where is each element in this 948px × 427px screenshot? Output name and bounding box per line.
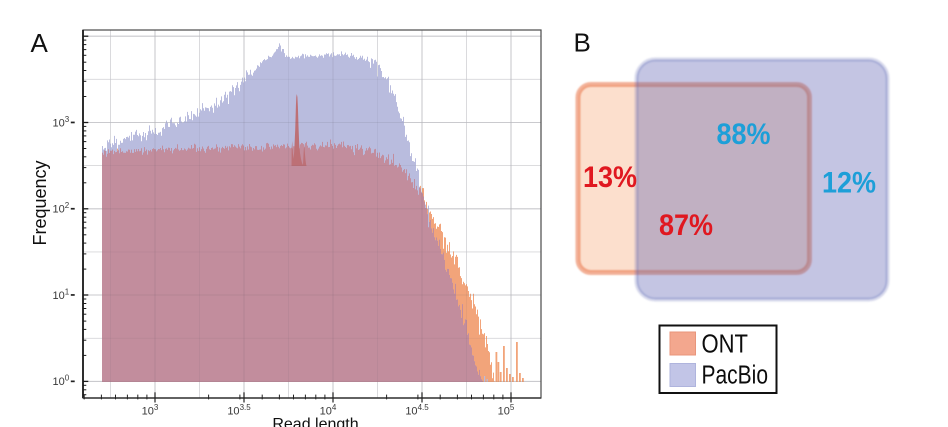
svg-text:A: A: [31, 28, 49, 58]
svg-text:ONT: ONT: [702, 330, 749, 358]
svg-text:Read length: Read length: [272, 416, 358, 427]
svg-text:Frequency: Frequency: [30, 160, 50, 245]
svg-text:B: B: [574, 28, 591, 58]
svg-text:PacBio: PacBio: [702, 361, 769, 389]
svg-text:13%: 13%: [583, 161, 637, 194]
svg-text:12%: 12%: [822, 167, 876, 200]
svg-text:88%: 88%: [717, 118, 771, 151]
svg-text:87%: 87%: [659, 209, 713, 242]
